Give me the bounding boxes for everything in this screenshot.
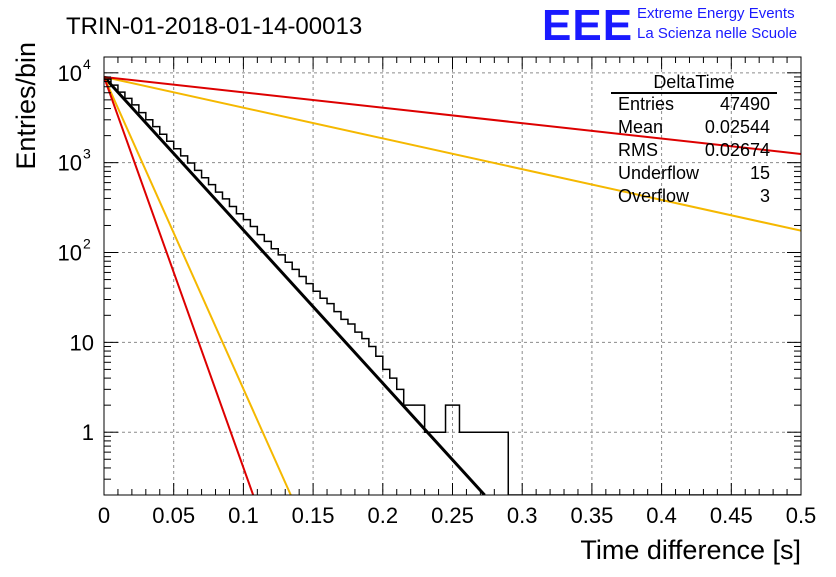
eee-logo: EEE Extreme Energy Events La Scienza nel…	[542, 1, 797, 50]
y-tick-label: 10	[58, 151, 82, 176]
fit-line-2	[104, 75, 801, 232]
fit-line-4	[104, 75, 801, 155]
x-tick-label: 0	[98, 503, 110, 528]
stats-label-entries: Entries	[618, 94, 674, 114]
logo-line-1: Extreme Energy Events	[637, 5, 795, 22]
stats-box: DeltaTime Entries 47490 Mean 0.02544 RMS…	[611, 72, 777, 206]
x-tick-label: 0.2	[368, 503, 399, 528]
x-tick-label: 0.45	[710, 503, 753, 528]
logo-letters: EEE	[542, 1, 633, 50]
x-tick-label: 0.05	[152, 503, 195, 528]
stats-label-overflow: Overflow	[618, 186, 690, 206]
x-tick-label: 0.1	[228, 503, 259, 528]
x-tick-label: 0.15	[292, 503, 335, 528]
stats-value-mean: 0.02544	[705, 117, 770, 137]
y-axis-label: Entries/bin	[11, 42, 41, 170]
fit-line-1	[104, 76, 292, 495]
x-tick-label: 0.3	[507, 503, 538, 528]
stats-value-overflow: 3	[760, 186, 770, 206]
stats-value-rms: 0.02674	[705, 140, 770, 160]
x-tick-label: 0.35	[570, 503, 613, 528]
stats-label-rms: RMS	[618, 140, 658, 160]
fit-line-3	[104, 76, 255, 495]
x-tick-label: 0.25	[431, 503, 474, 528]
x-tick-label: 0.4	[646, 503, 677, 528]
stats-value-underflow: 15	[750, 163, 770, 183]
histogram-group	[104, 78, 801, 495]
x-tick-label: 0.5	[786, 503, 817, 528]
stats-label-mean: Mean	[618, 117, 663, 137]
y-tick-exponent: 4	[83, 56, 91, 72]
stats-title: DeltaTime	[653, 72, 734, 92]
y-tick-label: 10	[58, 61, 82, 86]
fit-line-0	[104, 75, 486, 495]
y-tick-label: 10	[58, 241, 82, 266]
y-tick-exponent: 3	[83, 146, 91, 162]
plot-area: 0 0.05 0.1 0.15 0.2 0.25 0.3 0.35 0.4 0.45 0.5 1 10 1…	[58, 56, 817, 528]
fit-lines	[104, 75, 801, 495]
y-tick-exponent: 2	[83, 236, 91, 252]
chart-title: TRIN-01-2018-01-14-00013	[66, 13, 362, 40]
y-tick-label: 10	[70, 330, 94, 355]
logo-line-2: La Scienza nelle Scuole	[637, 25, 797, 42]
x-axis-label: Time difference [s]	[580, 535, 801, 565]
histogram	[104, 78, 801, 495]
stats-value-entries: 47490	[720, 94, 770, 114]
y-tick-label: 1	[82, 420, 94, 445]
stats-label-underflow: Underflow	[618, 163, 700, 183]
